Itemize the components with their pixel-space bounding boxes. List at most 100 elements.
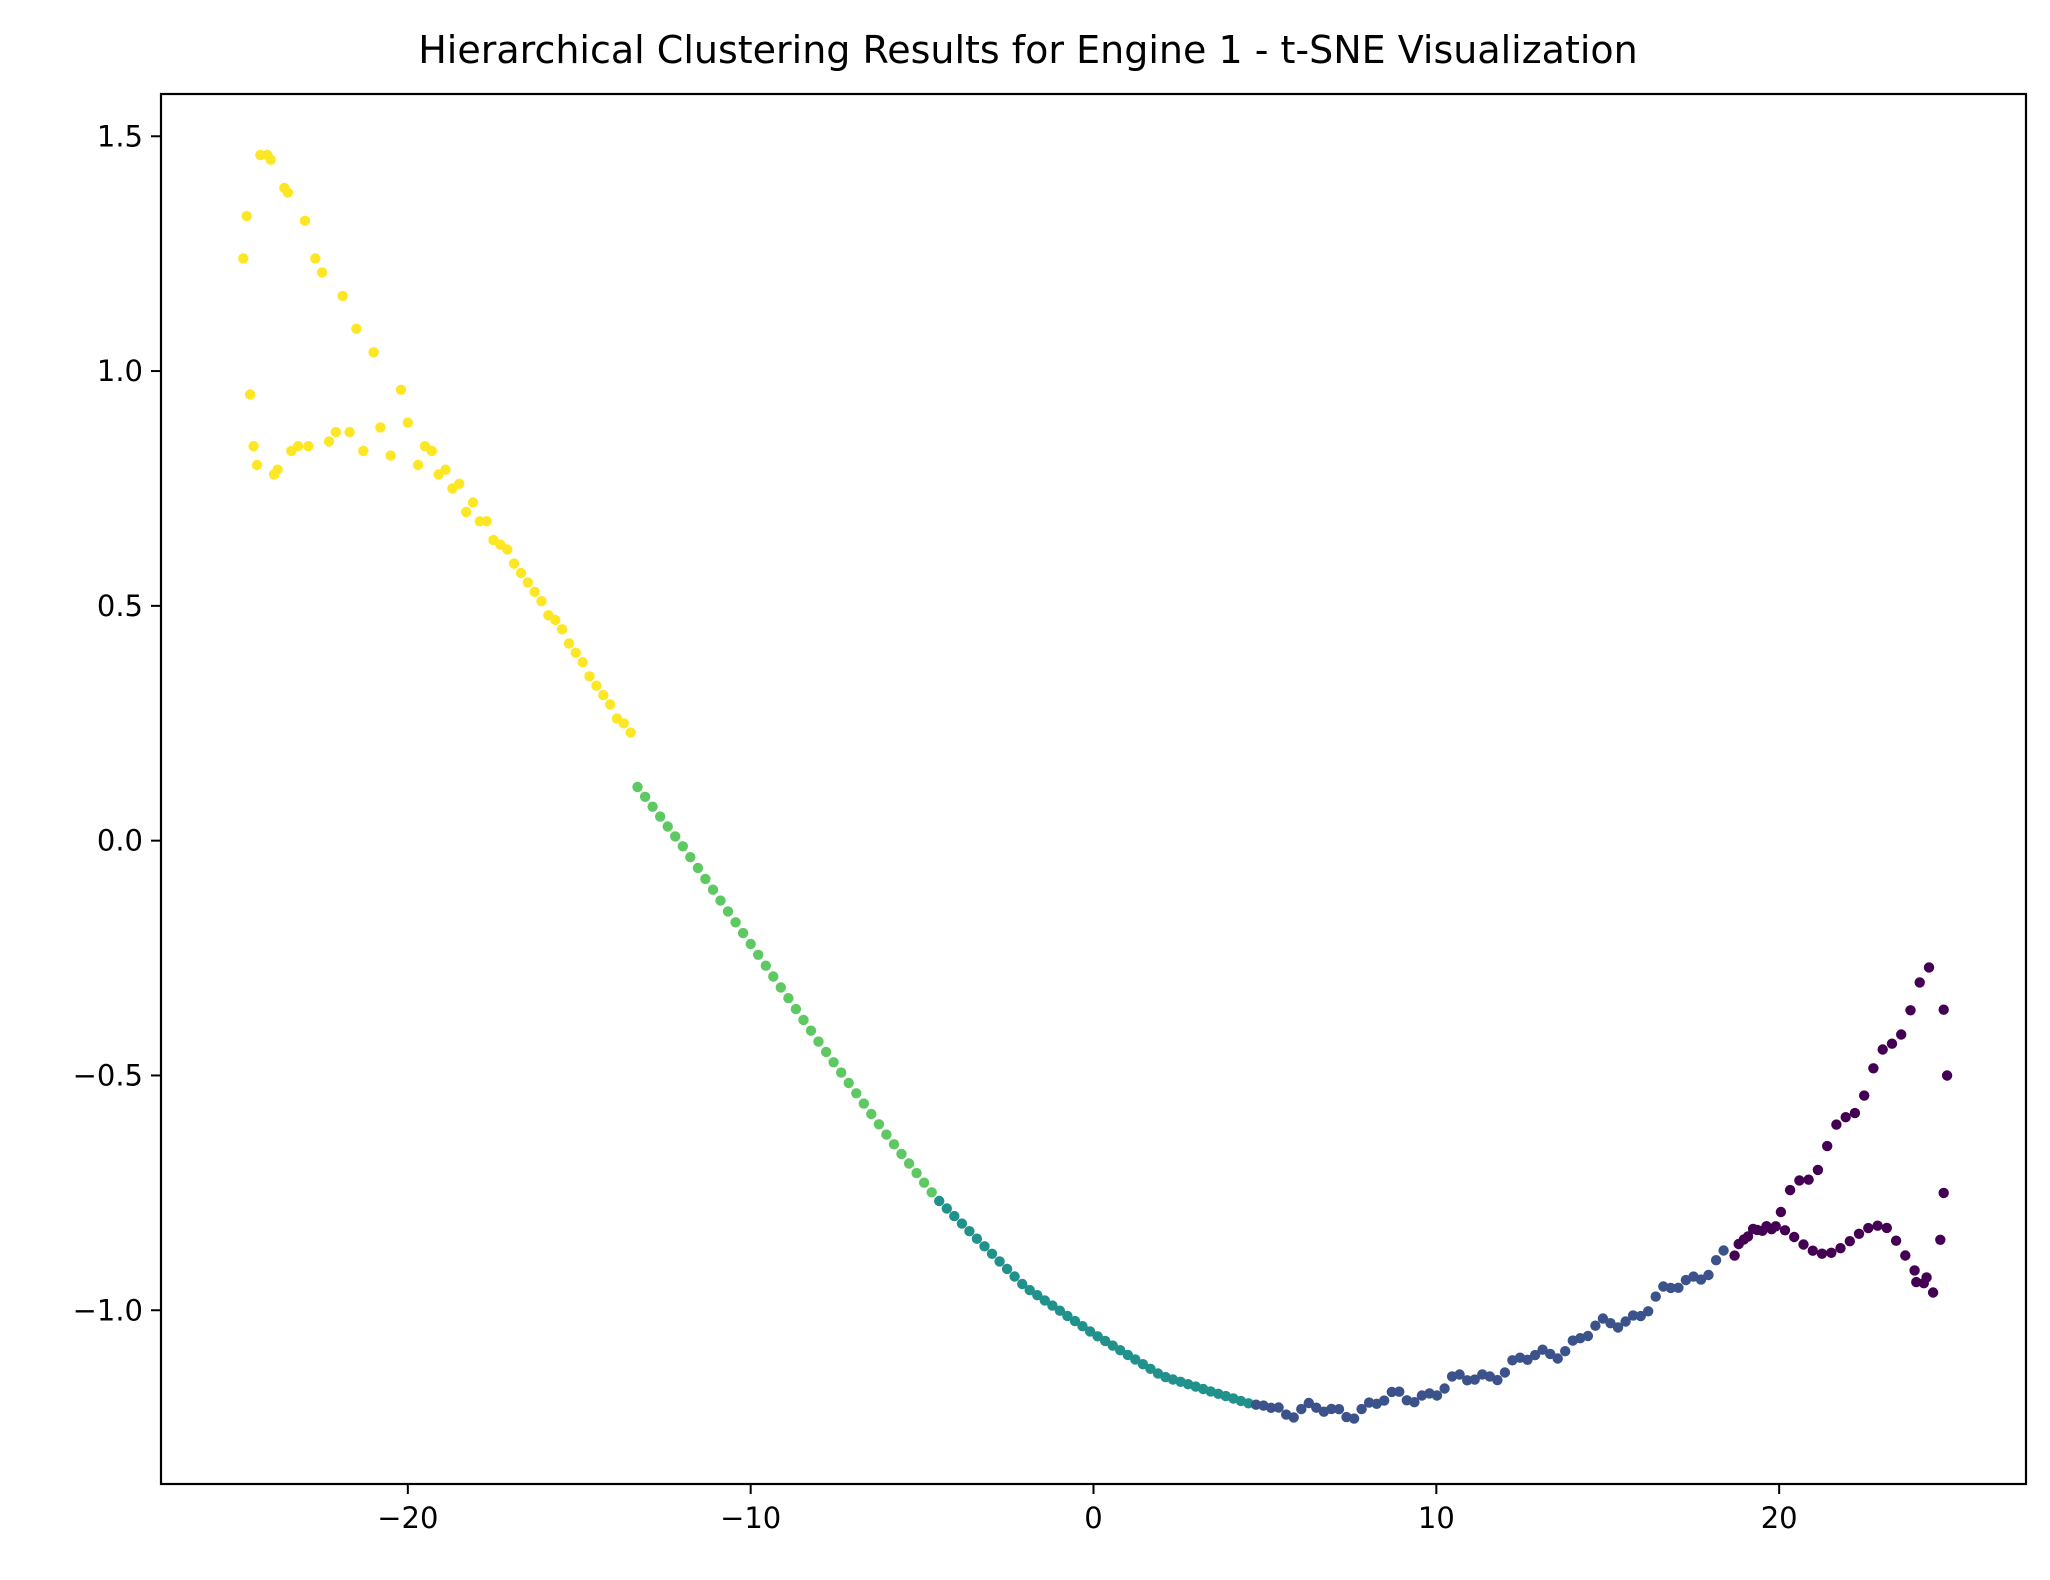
data-point-187	[1582, 1330, 1594, 1342]
data-point-168	[1439, 1383, 1450, 1394]
x-tick-label: −10	[720, 1501, 781, 1535]
data-point-215	[1770, 1221, 1781, 1232]
data-point-13	[292, 441, 304, 452]
data-point-94	[881, 1129, 892, 1140]
y-tick-label: 1.5	[97, 119, 143, 153]
data-point-103	[949, 1210, 960, 1222]
data-point-228	[1831, 1119, 1842, 1130]
data-point-84	[805, 1025, 817, 1036]
data-point-66	[670, 831, 681, 842]
chart-title: Hierarchical Clustering Results for Engi…	[418, 28, 1638, 72]
data-point-16	[310, 253, 321, 264]
data-point-25	[375, 422, 386, 433]
data-point-96	[896, 1148, 907, 1160]
data-point-222	[1803, 1174, 1814, 1185]
data-point-20	[337, 290, 348, 302]
data-point-44	[515, 567, 527, 579]
data-point-83	[798, 1014, 809, 1026]
x-tick-label: 10	[1418, 1501, 1455, 1535]
data-point-31	[426, 445, 437, 457]
data-point-248	[1923, 962, 1935, 973]
data-point-75	[737, 927, 749, 939]
data-point-21	[344, 426, 355, 438]
data-point-95	[888, 1139, 900, 1150]
data-point-87	[828, 1057, 839, 1068]
data-point-203	[1703, 1269, 1714, 1281]
data-point-76	[745, 938, 756, 950]
y-tick-label: −0.5	[73, 1058, 143, 1092]
data-point-192	[1620, 1316, 1631, 1327]
data-point-22	[351, 323, 362, 334]
data-point-73	[722, 906, 734, 917]
data-point-148	[1288, 1412, 1299, 1423]
y-tick-label: 0.5	[97, 589, 143, 623]
data-point-49	[550, 614, 561, 626]
data-point-105	[964, 1226, 975, 1237]
data-point-4	[251, 459, 263, 471]
data-point-179	[1522, 1354, 1533, 1366]
data-point-72	[715, 895, 726, 906]
data-point-170	[1454, 1369, 1465, 1380]
data-point-199	[1673, 1282, 1684, 1294]
data-point-99	[918, 1177, 930, 1188]
data-point-198	[1665, 1282, 1677, 1294]
x-tick-label: −20	[377, 1501, 438, 1535]
data-point-245	[1909, 1265, 1920, 1276]
data-point-250	[1938, 1004, 1949, 1015]
data-point-79	[768, 971, 779, 982]
data-point-234	[1859, 1090, 1870, 1101]
data-point-52	[570, 647, 581, 658]
plot-frame	[159, 92, 2028, 1486]
data-points	[238, 149, 1953, 1424]
x-tick-label: 0	[1084, 1501, 1102, 1535]
data-point-63	[647, 801, 658, 812]
data-point-126	[1122, 1349, 1134, 1361]
data-point-93	[873, 1119, 885, 1130]
data-point-146	[1273, 1402, 1284, 1413]
data-point-50	[556, 624, 568, 635]
data-point-42	[502, 544, 513, 555]
data-point-7	[265, 154, 276, 165]
y-axis: −1.0 −0.5 0.0 0.5 1.0 1.5	[73, 119, 161, 1327]
data-point-86	[820, 1046, 832, 1058]
data-point-161	[1386, 1386, 1398, 1398]
data-point-224	[1812, 1164, 1824, 1176]
data-point-70	[700, 873, 711, 885]
y-tick-label: 1.0	[97, 354, 143, 388]
data-point-28	[402, 417, 413, 428]
data-point-243	[1900, 1250, 1911, 1261]
data-point-252	[1938, 1187, 1949, 1199]
data-point-56	[598, 689, 609, 701]
data-point-2	[244, 389, 256, 400]
y-tick-label: −1.0	[73, 1293, 143, 1327]
data-point-27	[395, 384, 407, 395]
data-point-1	[241, 210, 252, 222]
data-point-193	[1627, 1310, 1639, 1321]
data-point-64	[655, 811, 666, 822]
data-point-35	[454, 478, 465, 489]
data-point-223	[1807, 1245, 1819, 1256]
data-point-117	[1054, 1305, 1066, 1316]
data-point-180	[1529, 1349, 1541, 1361]
data-point-39	[481, 516, 492, 527]
data-point-115	[1039, 1295, 1051, 1306]
data-point-232	[1849, 1107, 1861, 1119]
data-point-171	[1462, 1375, 1473, 1386]
data-point-15	[303, 441, 314, 452]
data-point-241	[1890, 1235, 1902, 1246]
data-point-239	[1881, 1222, 1893, 1234]
data-point-184	[1560, 1346, 1571, 1357]
data-point-55	[591, 680, 602, 691]
data-point-92	[866, 1108, 877, 1120]
data-point-227	[1826, 1247, 1837, 1259]
data-point-181	[1537, 1344, 1548, 1355]
data-point-183	[1552, 1353, 1563, 1364]
data-point-182	[1545, 1348, 1556, 1360]
data-point-77	[753, 949, 764, 960]
data-point-157	[1356, 1403, 1367, 1415]
data-point-114	[1032, 1290, 1043, 1301]
data-point-220	[1794, 1175, 1805, 1186]
data-point-121	[1084, 1326, 1096, 1337]
data-point-145	[1265, 1402, 1277, 1414]
